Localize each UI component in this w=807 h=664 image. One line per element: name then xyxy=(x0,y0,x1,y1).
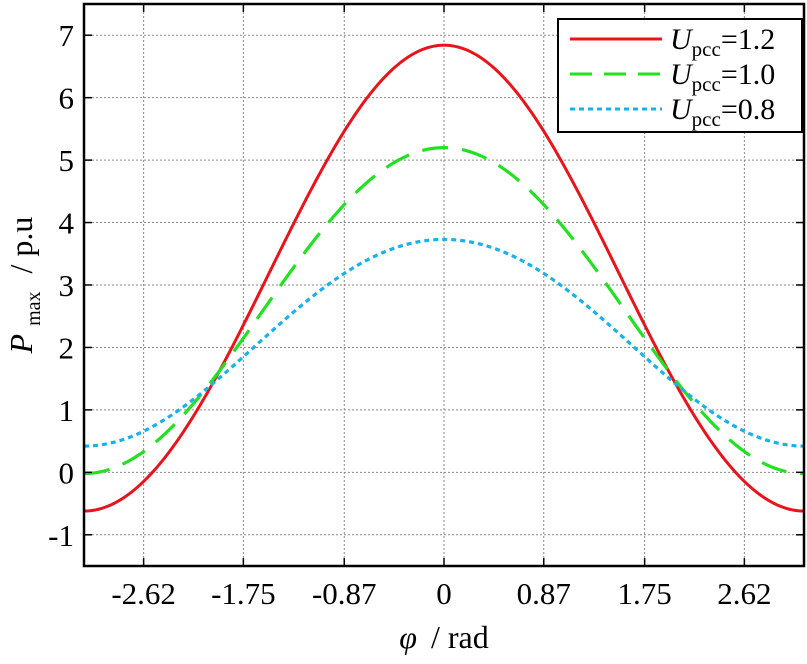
tick-layer: -2.62 -1.75 -0.87 0 0.87 1.75 2.62 -1 0 1 2 3 4 5 6 7 xyxy=(48,4,804,611)
series-line-Upcc=1.2 xyxy=(83,43,805,513)
y-tick-label: 4 xyxy=(59,206,75,241)
series-line-Upcc=0.8 xyxy=(83,237,805,448)
x-tick-label: -2.62 xyxy=(111,576,176,611)
x-axis-symbol: φ xyxy=(399,619,417,655)
x-axis-label: φ / rad xyxy=(399,619,488,655)
y-axis-unit: / p.u xyxy=(3,217,39,274)
y-tick-label: 3 xyxy=(59,268,75,303)
y-axis-symbol: P xyxy=(3,334,39,355)
y-tick-label: 0 xyxy=(59,455,75,490)
legend-label: Upcc=1.2 xyxy=(670,23,775,61)
y-tick-label: -1 xyxy=(48,518,74,553)
y-tick-label: 1 xyxy=(59,393,75,428)
x-tick-label: -0.87 xyxy=(312,576,377,611)
x-tick-label: 0 xyxy=(436,576,452,611)
y-axis-label: P max / p.u xyxy=(3,217,47,355)
legend-label: Upcc=1.0 xyxy=(670,58,775,96)
y-axis-subscript: max xyxy=(23,291,45,325)
y-tick-label: 5 xyxy=(59,143,75,178)
legend-label: Upcc=0.8 xyxy=(670,93,775,131)
series-layer xyxy=(83,43,805,513)
x-tick-label: -1.75 xyxy=(211,576,276,611)
x-axis-unit: / rad xyxy=(431,619,489,655)
x-tick-label: 2.62 xyxy=(717,576,771,611)
x-tick-label: 0.87 xyxy=(517,576,571,611)
y-tick-label: 7 xyxy=(59,18,75,53)
y-tick-label: 2 xyxy=(59,330,75,365)
y-tick-label: 6 xyxy=(59,81,75,116)
x-tick-label: 1.75 xyxy=(618,576,672,611)
